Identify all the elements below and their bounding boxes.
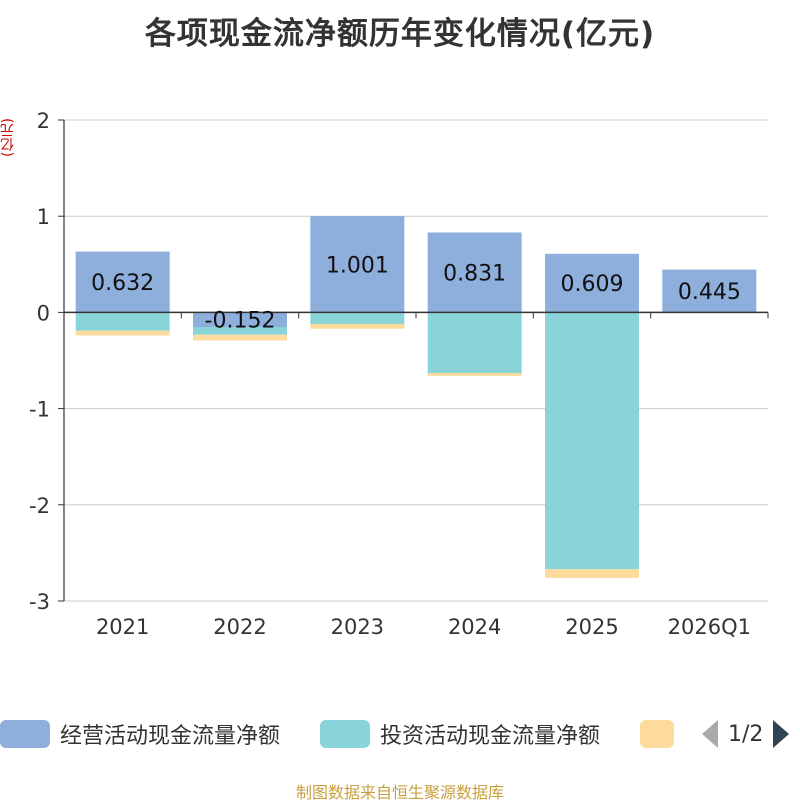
chart-canvas: 2 1 0 -1 -2 -3 2021 2022 2023 2024 2025 2026Q1 0.63… — [29, 109, 769, 639]
bar-2023-series-2 — [310, 323, 405, 329]
bar-2024-series-0 — [427, 232, 522, 313]
legend-swatch-financing — [640, 720, 674, 748]
bar-2022-series-1 — [193, 327, 287, 335]
legend-swatch-investing — [320, 720, 370, 748]
bar-2023-series-1 — [310, 312, 405, 324]
y-tick-label: 1 — [37, 205, 50, 229]
bar-2021-series-0 — [75, 251, 170, 313]
x-tick-label-2025: 2025 — [565, 615, 618, 639]
y-tick-label: -2 — [29, 494, 50, 518]
legend-label-investing: 投资活动现金流量净额 — [380, 724, 601, 749]
data-labels: 0.632 -0.152 1.001 0.831 0.609 0.445 — [91, 253, 741, 333]
legend-next-icon[interactable] — [773, 720, 790, 748]
x-tick-label-2026Q1: 2026Q1 — [668, 615, 751, 639]
axes: 2 1 0 -1 -2 -3 2021 2022 2023 2024 2025 2026Q1 — [29, 109, 769, 639]
bar-2023-series-0 — [310, 216, 405, 313]
legend-pager: 1/2 — [702, 716, 790, 752]
legend: 经营活动现金流量净额 投资活动现金流量净额 1/2 — [0, 716, 800, 752]
bar-2024-series-1 — [427, 312, 522, 374]
legend-item-operating[interactable]: 经营活动现金流量净额 — [0, 716, 280, 752]
chart-title: 各项现金流净额历年变化情况(亿元) — [144, 16, 656, 52]
legend-page-indicator: 1/2 — [728, 721, 764, 747]
x-tick-label-2021: 2021 — [96, 615, 149, 639]
bar-2024-series-2 — [427, 373, 522, 376]
bar-2025-series-1 — [545, 312, 639, 570]
bar-2021-series-1 — [75, 312, 170, 331]
legend-item-financing[interactable] — [640, 716, 684, 752]
bar-2025-series-2 — [545, 569, 639, 578]
grid-lines — [64, 119, 768, 602]
y-tick-label: 0 — [37, 301, 50, 325]
data-label-2026Q1: 0.445 — [678, 280, 741, 305]
y-tick-label: -3 — [29, 590, 50, 614]
data-label-2024: 0.831 — [443, 261, 506, 286]
legend-label-operating: 经营活动现金流量净额 — [60, 724, 281, 749]
y-tick-label: 2 — [37, 109, 50, 133]
bar-2026Q1-series-0 — [662, 269, 757, 313]
legend-item-investing[interactable]: 投资活动现金流量净额 — [320, 716, 600, 752]
y-tick-label: -1 — [29, 398, 50, 422]
legend-prev-icon[interactable] — [702, 720, 718, 748]
legend-swatch-operating — [0, 720, 50, 748]
x-tick-label-2024: 2024 — [448, 615, 501, 639]
bar-2025-series-0 — [545, 253, 639, 313]
data-label-2022: -0.152 — [205, 309, 276, 334]
bar-2022-series-0 — [193, 312, 287, 328]
bar-marks — [75, 216, 757, 578]
bar-2022-series-2 — [193, 334, 287, 341]
data-label-2023: 1.001 — [326, 253, 389, 278]
data-source-footer: 制图数据来自恒生聚源数据库 — [295, 783, 504, 802]
data-label-2025: 0.609 — [561, 272, 624, 297]
data-label-2021: 0.632 — [91, 271, 154, 296]
x-tick-label-2022: 2022 — [213, 615, 266, 639]
x-tick-label-2023: 2023 — [331, 615, 384, 639]
bar-2021-series-2 — [75, 330, 170, 336]
